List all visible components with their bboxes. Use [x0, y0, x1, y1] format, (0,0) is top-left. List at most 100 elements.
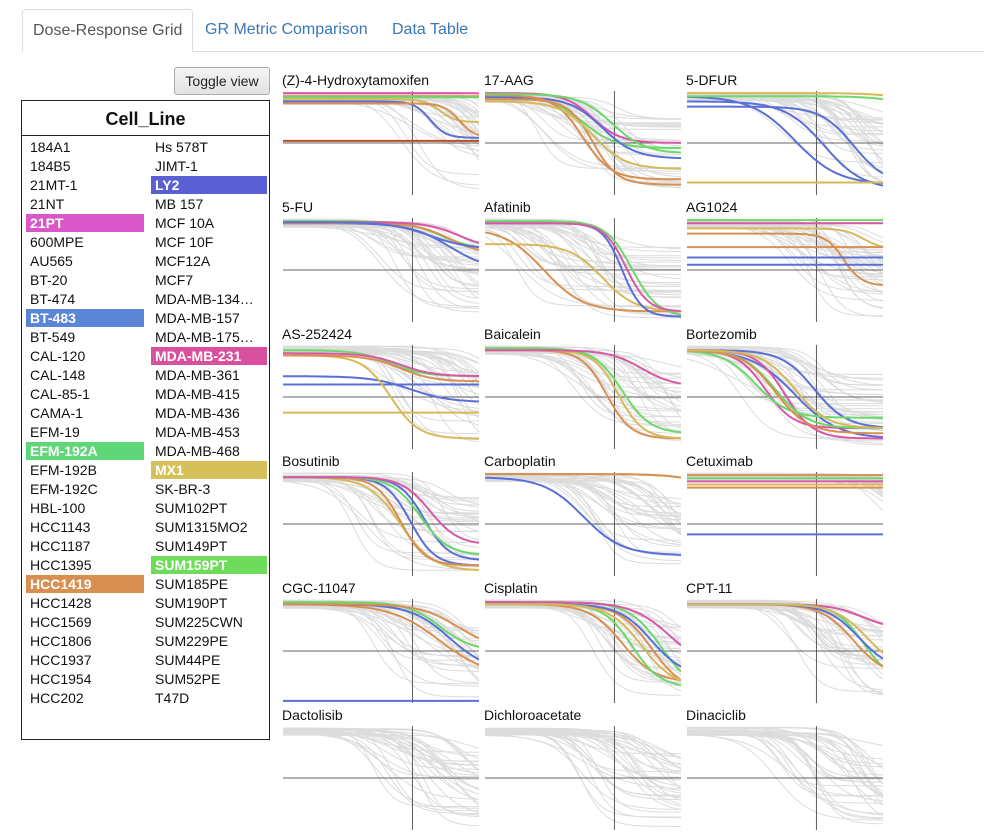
cell-line-item[interactable]: HCC202	[26, 689, 144, 707]
cell-line-item[interactable]: HCC1569	[26, 613, 144, 631]
cell-line-item[interactable]: AU565	[26, 252, 144, 270]
background-curve	[687, 352, 883, 394]
dose-response-chart	[687, 91, 883, 195]
background-curve	[687, 97, 883, 133]
cell-line-item[interactable]: CAL-120	[26, 347, 144, 365]
dose-response-plot: (Z)-4-Hydroxytamoxifen	[282, 71, 478, 198]
dose-response-chart	[283, 91, 479, 195]
cell-line-item[interactable]: BT-474	[26, 290, 144, 308]
cell-line-item[interactable]: Hs 578T	[151, 138, 267, 156]
cell-line-title: Cell_Line	[22, 101, 269, 136]
plot-title: 5-FU	[282, 198, 313, 216]
cell-line-item[interactable]: MCF 10F	[151, 233, 267, 251]
cell-line-item[interactable]: MDA-MB-157	[151, 309, 267, 327]
cell-line-item[interactable]: CAMA-1	[26, 404, 144, 422]
dose-response-chart	[485, 345, 681, 449]
cell-line-item[interactable]: MDA-MB-134…	[151, 290, 267, 308]
cell-line-item[interactable]: 184A1	[26, 138, 144, 156]
cell-line-item[interactable]: SUM44PE	[151, 651, 267, 669]
cell-line-item[interactable]: SUM190PT	[151, 594, 267, 612]
cell-line-item[interactable]: 600MPE	[26, 233, 144, 251]
dose-response-plot: CPT-11	[686, 579, 882, 706]
background-curve	[485, 731, 681, 798]
cell-line-item[interactable]: MDA-MB-415	[151, 385, 267, 403]
cell-line-item[interactable]: MDA-MB-175…	[151, 328, 267, 346]
dose-response-plot: Carboplatin	[484, 452, 680, 579]
cell-line-item[interactable]: T47D	[151, 689, 267, 707]
cell-line-item[interactable]: BT-483	[26, 309, 144, 327]
dose-response-plot: Bortezomib	[686, 325, 882, 452]
cell-line-item[interactable]: EFM-19	[26, 423, 144, 441]
cell-line-item[interactable]: SUM159PT	[151, 556, 267, 574]
dose-response-plot: Afatinib	[484, 198, 680, 325]
cell-line-item[interactable]: EFM-192B	[26, 461, 144, 479]
background-curve	[687, 735, 883, 816]
cell-line-item[interactable]: CAL-85-1	[26, 385, 144, 403]
cell-line-item[interactable]: SUM229PE	[151, 632, 267, 650]
plot-title: 17-AAG	[484, 71, 534, 89]
background-curve	[485, 729, 681, 812]
cell-line-item[interactable]: HCC1937	[26, 651, 144, 669]
cell-line-item[interactable]: HCC1428	[26, 594, 144, 612]
cell-line-item[interactable]: EFM-192C	[26, 480, 144, 498]
cell-line-item[interactable]: MDA-MB-361	[151, 366, 267, 384]
dose-response-plot: Baicalein	[484, 325, 680, 452]
cell-line-item[interactable]: HCC1806	[26, 632, 144, 650]
cell-line-item[interactable]: MDA-MB-231	[151, 347, 267, 365]
cell-line-item[interactable]: MCF7	[151, 271, 267, 289]
highlighted-curve	[485, 221, 681, 315]
cell-line-item[interactable]: MCF12A	[151, 252, 267, 270]
plot-title: Afatinib	[484, 198, 531, 216]
cell-line-item[interactable]: SUM149PT	[151, 537, 267, 555]
cell-line-item[interactable]: HCC1419	[26, 575, 144, 593]
cell-line-item[interactable]: 21NT	[26, 195, 144, 213]
cell-line-item[interactable]: CAL-148	[26, 366, 144, 384]
plot-title: CPT-11	[686, 579, 732, 597]
dose-response-plot: Cisplatin	[484, 579, 680, 706]
cell-line-item[interactable]: 21PT	[26, 214, 144, 232]
dose-response-plot: Dinaciclib	[686, 706, 882, 833]
cell-line-item[interactable]: SUM102PT	[151, 499, 267, 517]
cell-line-item[interactable]: JIMT-1	[151, 157, 267, 175]
cell-line-item[interactable]: SUM1315MO2	[151, 518, 267, 536]
background-curve	[283, 478, 479, 531]
tab-data-table[interactable]: Data Table	[382, 9, 478, 51]
plot-title: (Z)-4-Hydroxytamoxifen	[282, 71, 429, 89]
cell-line-item[interactable]: BT-549	[26, 328, 144, 346]
background-curve	[485, 729, 681, 809]
cell-line-item[interactable]: HCC1143	[26, 518, 144, 536]
cell-line-item[interactable]: 21MT-1	[26, 176, 144, 194]
plot-title: AS-252424	[282, 325, 352, 343]
cell-line-item[interactable]: SUM52PE	[151, 670, 267, 688]
dose-response-chart	[283, 726, 479, 830]
cell-line-item[interactable]: MDA-MB-468	[151, 442, 267, 460]
tab-gr-metric-comparison[interactable]: GR Metric Comparison	[195, 9, 378, 51]
cell-line-item[interactable]: HCC1395	[26, 556, 144, 574]
cell-line-item[interactable]: MDA-MB-436	[151, 404, 267, 422]
cell-line-item[interactable]: BT-20	[26, 271, 144, 289]
background-curve	[283, 94, 479, 185]
cell-line-item[interactable]: SUM225CWN	[151, 613, 267, 631]
dose-response-chart	[283, 345, 479, 449]
cell-line-item[interactable]: LY2	[151, 176, 267, 194]
dose-response-chart	[687, 218, 883, 322]
cell-line-item[interactable]: MCF 10A	[151, 214, 267, 232]
cell-line-item[interactable]: HCC1954	[26, 670, 144, 688]
tab-dose-response-grid[interactable]: Dose-Response Grid	[22, 9, 193, 52]
plot-title: Bortezomib	[686, 325, 757, 343]
background-curve	[283, 100, 479, 157]
cell-line-item[interactable]: 184B5	[26, 157, 144, 175]
cell-line-item[interactable]: MDA-MB-453	[151, 423, 267, 441]
dose-response-plot: Dichloroacetate	[484, 706, 680, 833]
cell-line-item[interactable]: EFM-192A	[26, 442, 144, 460]
cell-line-item[interactable]: HCC1187	[26, 537, 144, 555]
cell-line-item[interactable]: MB 157	[151, 195, 267, 213]
cell-line-item[interactable]: MX1	[151, 461, 267, 479]
dose-response-plot: 17-AAG	[484, 71, 680, 198]
cell-line-item[interactable]: SUM185PE	[151, 575, 267, 593]
dose-response-chart	[283, 599, 479, 703]
background-curve	[283, 226, 479, 275]
cell-line-item[interactable]: SK-BR-3	[151, 480, 267, 498]
toggle-view-button[interactable]: Toggle view	[174, 67, 270, 95]
cell-line-item[interactable]: HBL-100	[26, 499, 144, 517]
